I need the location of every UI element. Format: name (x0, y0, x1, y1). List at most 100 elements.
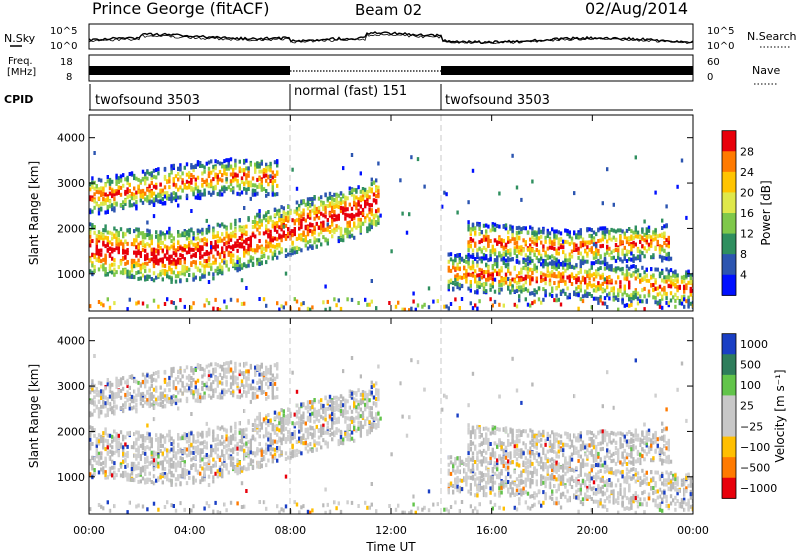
velocity-cell (205, 501, 208, 506)
power-cell (447, 279, 450, 284)
power-cell (632, 240, 635, 245)
power-cell (320, 200, 323, 205)
power-cell (575, 286, 578, 291)
velocity-cell (192, 456, 195, 461)
power-cell (335, 215, 338, 219)
power-cell (421, 304, 424, 309)
power-cell (555, 298, 558, 303)
power-cell (599, 254, 602, 259)
power-cell (265, 227, 268, 232)
power-cell (656, 292, 659, 297)
power-cell (172, 191, 175, 196)
power-cell (447, 259, 450, 264)
power-cell (597, 267, 600, 272)
power-cell (295, 211, 299, 216)
power-cell (100, 248, 103, 253)
power-cell (251, 192, 255, 197)
power-cell (628, 280, 631, 285)
power-cell (603, 262, 607, 267)
power-cell (654, 236, 657, 241)
power-cell (225, 245, 228, 250)
power-cell (179, 185, 182, 190)
power-cell (139, 266, 142, 271)
power-cell (678, 285, 681, 290)
power-cell (377, 208, 380, 213)
colorbar-tick-label: 28 (740, 145, 754, 158)
power-cell (194, 186, 197, 191)
power-cell (507, 256, 510, 261)
power-cell (540, 275, 543, 280)
velocity-cell (203, 462, 206, 467)
power-cell (137, 231, 140, 235)
power-cell (575, 263, 578, 268)
power-cell (238, 244, 241, 249)
power-cell (130, 261, 134, 266)
power-cell (612, 228, 615, 233)
velocity-cell (126, 463, 129, 468)
power-cell (634, 227, 637, 232)
power-cell (115, 232, 118, 237)
power-cell (194, 182, 197, 187)
power-cell (126, 251, 129, 256)
power-cell (568, 242, 571, 247)
power-cell (108, 253, 112, 258)
velocity-cell (163, 394, 167, 399)
noise-tick-left-bottom: 10^0 (50, 41, 77, 52)
power-cell (680, 275, 684, 280)
velocity-cell (212, 435, 215, 440)
power-cell (183, 265, 186, 270)
power-cell (498, 240, 501, 244)
velocity-cell (229, 448, 233, 453)
velocity-cell (141, 442, 145, 447)
power-cell (256, 177, 259, 182)
power-cell (212, 235, 215, 240)
velocity-cell (190, 412, 193, 416)
power-cell (485, 282, 488, 287)
velocity-cell (144, 436, 147, 440)
velocity-cell (128, 406, 131, 411)
power-cell (89, 182, 92, 187)
power-cell (163, 201, 167, 206)
power-cell (555, 229, 558, 234)
y-tick-label: 3000 (57, 177, 85, 190)
power-cell (280, 205, 283, 210)
velocity-cell (188, 386, 191, 391)
power-cell (548, 239, 552, 244)
power-cell (216, 244, 219, 249)
power-cell (537, 236, 541, 241)
power-cell (588, 240, 591, 245)
power-cell (652, 237, 655, 242)
power-cell (337, 216, 340, 221)
power-cell (150, 237, 153, 242)
power-cell (236, 173, 239, 178)
power-cell (579, 241, 582, 246)
power-cell (218, 264, 222, 269)
power-cell (227, 237, 230, 242)
velocity-cell (223, 463, 226, 468)
power-cell (485, 277, 488, 282)
power-cell (485, 229, 488, 234)
power-cell (592, 277, 596, 282)
power-cell (177, 195, 180, 200)
power-cell (163, 269, 167, 273)
power-cell (650, 267, 653, 272)
power-cell (524, 266, 527, 271)
power-cell (309, 203, 312, 208)
velocity-cell (106, 382, 109, 387)
power-cell (562, 278, 565, 283)
power-cell (199, 229, 202, 234)
velocity-cell (146, 464, 149, 469)
power-cell (687, 273, 690, 277)
power-cell (133, 202, 136, 207)
power-cell (658, 246, 662, 251)
power-cell (251, 261, 255, 266)
power-cell (478, 231, 481, 236)
power-cell (355, 195, 358, 200)
velocity-cell (150, 384, 153, 388)
power-cell (172, 242, 175, 247)
power-cell (203, 303, 206, 308)
colorbar-tick-label: 12 (740, 228, 754, 241)
freq-tick-top: 18 (60, 57, 73, 68)
velocity-cell (221, 453, 224, 458)
power-cell (328, 195, 332, 200)
